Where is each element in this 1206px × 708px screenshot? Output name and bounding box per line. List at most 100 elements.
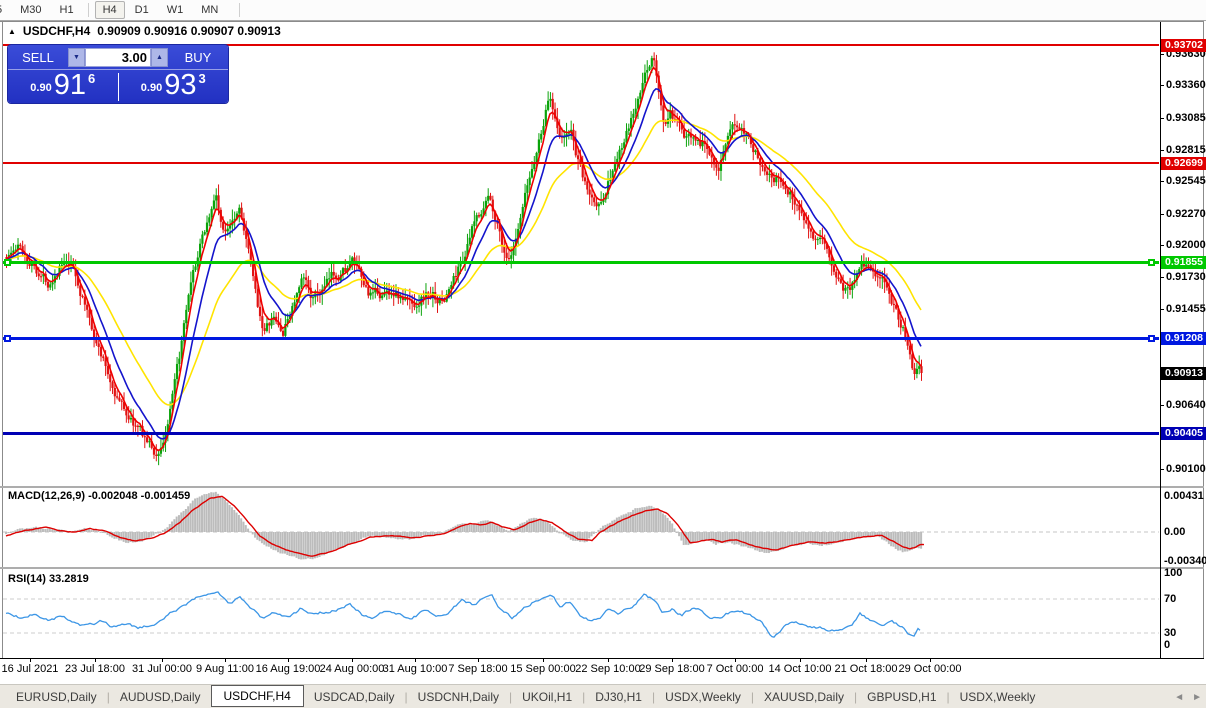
price-axis-tick [1160,277,1164,278]
tabs-scroll-right-icon[interactable]: ► [1192,691,1202,703]
hline-handle-left[interactable] [4,335,11,343]
time-axis-label: 29 Oct 00:00 [898,663,962,675]
toolbar-separator [239,3,241,17]
time-axis-tick [225,658,226,662]
collapse-icon[interactable]: ▲ [8,26,16,36]
macd-axis-label: -0.003405 [1164,554,1206,567]
price-axis-tick-label: 0.90640 [1166,399,1206,412]
trade-panel-top-row: SELL ▼ ▲ BUY [8,45,228,70]
hline-support-green[interactable] [3,261,1159,265]
time-axis-label: 23 Jul 18:00 [65,663,125,675]
time-axis-label: 16 Aug 19:00 [255,663,321,675]
volume-decrease-button[interactable]: ▼ [68,47,85,67]
hline-handle-right[interactable] [1148,259,1155,267]
sell-price-prefix: 0.90 [30,82,52,94]
timeframe-button-h4[interactable]: H4 [94,1,125,19]
price-axis-tick-label: 0.90100 [1166,462,1206,475]
tab-separator: | [651,690,656,704]
timeframe-button-h1[interactable]: H1 [52,1,82,19]
time-axis-tick [608,658,609,662]
timeframe-button-d1[interactable]: D1 [127,1,157,19]
time-axis-tick [866,658,867,662]
window-left-border [2,21,3,658]
tabs-scroll-left-icon[interactable]: ◄ [1174,691,1185,703]
price-axis-tick-label: 0.91455 [1166,303,1206,316]
chart-title: ▲ USDCHF,H4 0.90909 0.90916 0.90907 0.90… [8,24,281,38]
rsi-indicator-header: RSI(14) 33.2819 [8,573,89,585]
rsi-axis-label: 0 [1164,639,1171,651]
macd-indicator-header: MACD(12,26,9) -0.002048 -0.001459 [8,490,191,502]
time-axis-label: 22 Sep 10:00 [575,663,641,675]
macd-axis-label: 0.00431 [1164,489,1204,502]
tab-separator: | [509,690,513,704]
chart-tab-usdcad-daily[interactable]: USDCAD,Daily [313,690,395,704]
rsi-axis-label: 100 [1164,567,1183,579]
pane-separator-macd-rsi[interactable] [0,567,1204,569]
price-axis-tick-label: 0.91730 [1166,271,1206,283]
time-axis-tick [415,658,416,662]
chart-tab-xauusd-daily[interactable]: XAUUSD,Daily [764,690,845,704]
pane-separator-main-macd[interactable] [0,486,1204,488]
buy-button[interactable]: BUY [168,49,228,66]
price-axis-tick-label: 0.93085 [1166,111,1206,124]
tab-separator: | [750,690,754,704]
hline-handle-left[interactable] [4,259,11,267]
time-axis-label: 21 Oct 18:00 [834,663,898,675]
time-axis-tick [95,658,96,662]
price-axis-tick-label: 0.92270 [1166,207,1206,220]
hline-support-blue[interactable] [3,337,1159,341]
hline-resistance-upper[interactable] [3,44,1159,47]
buy-price-big: 93 [164,69,197,101]
chart-tab-usdchf-h4[interactable]: USDCHF,H4 [210,684,304,707]
chart-tab-usdx-weekly[interactable]: USDX,Weekly [665,690,741,704]
hline-resistance-mid[interactable] [3,162,1159,165]
volume-increase-button[interactable]: ▲ [151,47,168,67]
sell-price-pip: 6 [87,71,96,86]
buy-price-pip: 3 [198,71,206,86]
chart-symbol-label: USDCHF,H4 [22,24,91,38]
time-axis-label: 15 Sep 00:00 [510,663,576,675]
tab-scroll-arrows: ◄ ► [1174,692,1202,703]
price-axis-tick-label: 0.93360 [1166,79,1206,92]
time-axis-label: 14 Oct 10:00 [768,663,832,675]
tab-separator: | [946,690,950,704]
price-axis-line [1160,22,1161,658]
triangle-down-icon: ▼ [73,53,80,61]
price-axis-tick [1160,117,1164,119]
sell-button[interactable]: SELL [8,49,68,66]
timeframe-button-5[interactable]: 5 [0,1,10,19]
chart-tab-eurusd-daily[interactable]: EURUSD,Daily [16,690,97,704]
time-axis-label: 7 Sep 18:00 [448,663,508,675]
time-axis-label: 16 Jul 2021 [1,663,59,675]
price-level-label-resistance-upper: 0.93702 [1161,39,1206,53]
chart-tab-gbpusd-h1[interactable]: GBPUSD,H1 [867,690,937,704]
price-level-label-support-blue: 0.91208 [1161,332,1206,346]
chart-tab-usdx-weekly[interactable]: USDX,Weekly [959,690,1036,704]
sell-price[interactable]: 0.90 91 6 [8,71,118,101]
timeframe-button-m30[interactable]: M30 [12,1,49,19]
time-axis-label: 7 Oct 00:00 [706,663,764,675]
timeframe-button-mn[interactable]: MN [193,1,226,19]
price-axis-tick [1160,213,1164,215]
tab-separator: | [582,690,586,704]
hline-handle-right[interactable] [1148,335,1155,343]
chart-tab-audusd-daily[interactable]: AUDUSD,Daily [119,690,201,704]
volume-input[interactable] [85,47,151,67]
chart-tab-dj30-h1[interactable]: DJ30,H1 [595,690,642,704]
buy-price[interactable]: 0.90 93 3 [119,69,229,101]
price-axis-tick [1160,53,1164,55]
price-axis-tick-label: 0.92815 [1166,143,1206,156]
current-price-label: 0.90913 [1161,367,1206,380]
triangle-up-icon: ▲ [156,53,163,61]
chart-canvas[interactable] [3,37,1159,680]
chart-tab-ukoil-h1[interactable]: UKOil,H1 [522,690,573,704]
price-level-label-support-green: 0.91855 [1161,256,1206,270]
time-axis-tick [800,658,801,662]
chart-tab-usdcnh-daily[interactable]: USDCNH,Daily [417,690,499,704]
chart-tabs-bar: EURUSD,Daily | AUDUSD,Daily USDCHF,H4 USDCAD… [0,684,1206,708]
timeframe-button-w1[interactable]: W1 [159,1,192,19]
hline-support-navy[interactable] [3,431,1159,435]
price-axis-tick-label: 0.92545 [1166,175,1206,188]
